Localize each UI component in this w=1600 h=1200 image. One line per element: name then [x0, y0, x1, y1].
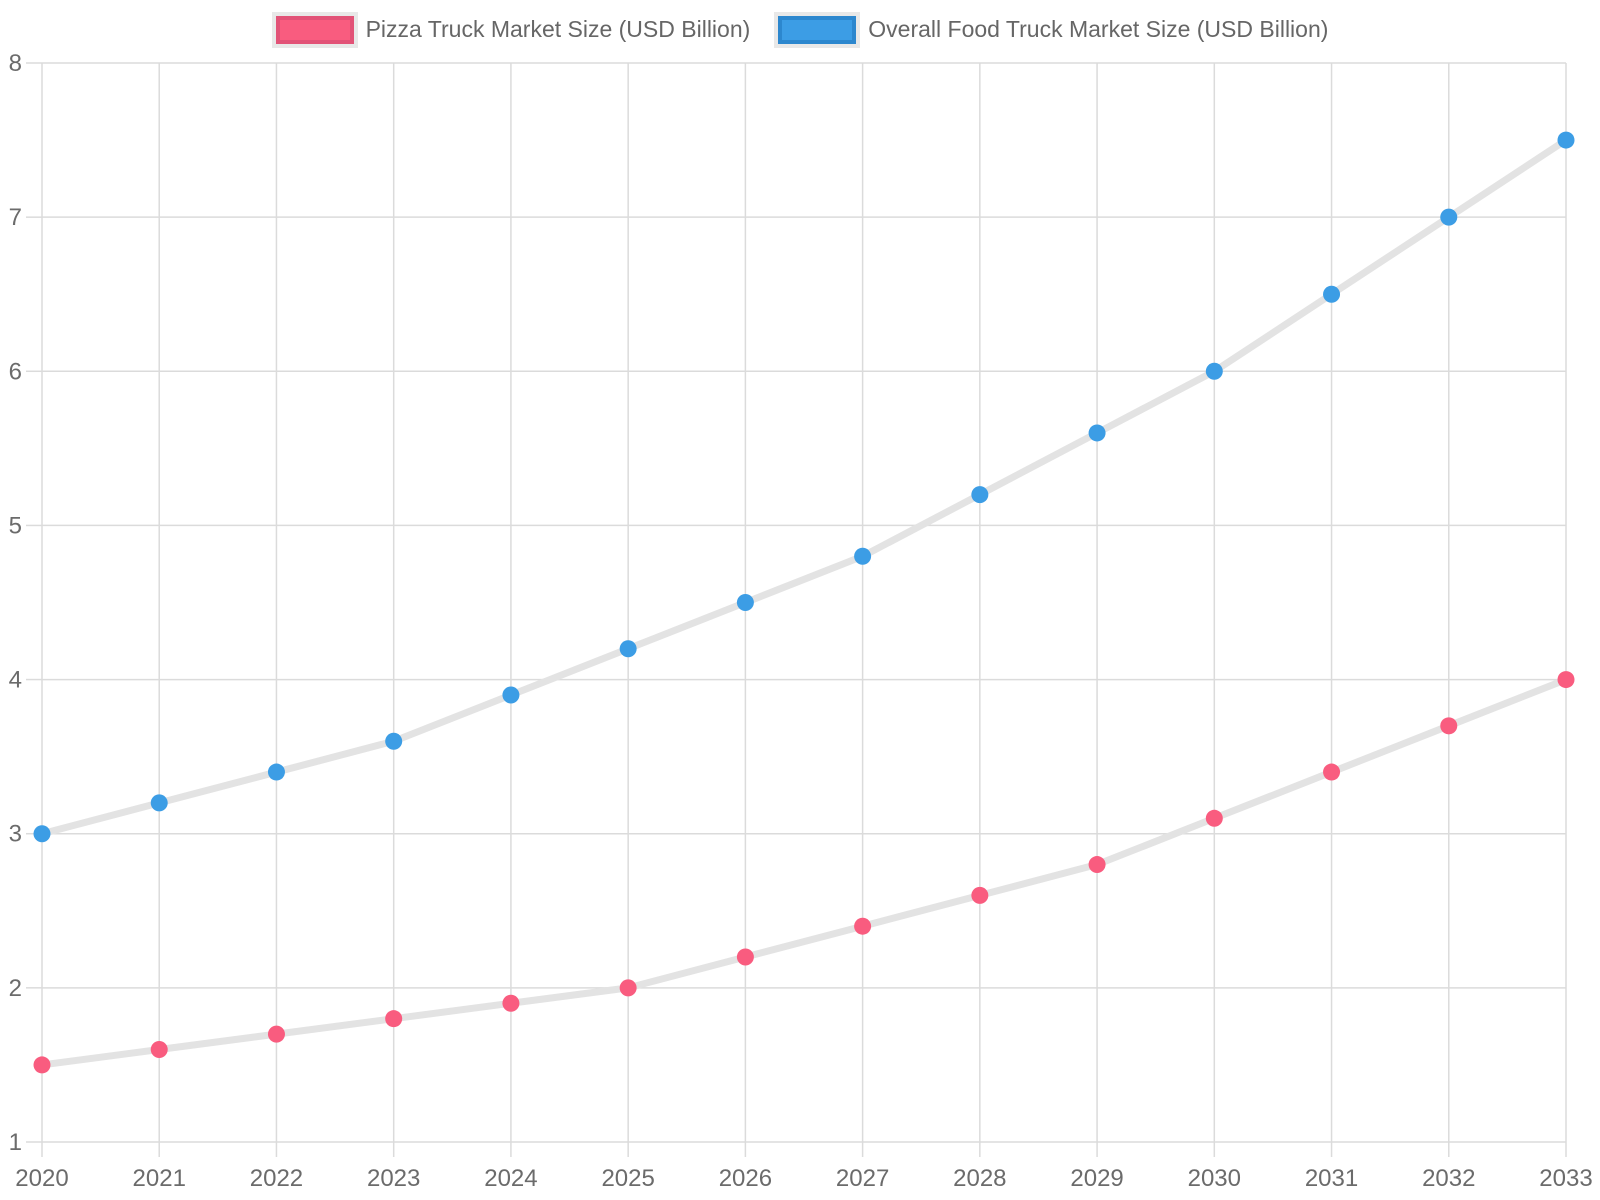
- data-point[interactable]: [267, 1025, 285, 1043]
- data-point[interactable]: [854, 547, 872, 565]
- chart-legend: Pizza Truck Market Size (USD Billion) Ove…: [0, 12, 1600, 48]
- y-axis-tick-label: 6: [9, 358, 22, 385]
- legend-item-label: Overall Food Truck Market Size (USD Bill…: [868, 16, 1329, 43]
- x-axis-tick-label: 2029: [1070, 1165, 1123, 1192]
- data-point[interactable]: [502, 994, 520, 1012]
- x-axis-tick-label: 2023: [367, 1165, 420, 1192]
- data-point[interactable]: [150, 1041, 168, 1059]
- data-point[interactable]: [854, 917, 872, 935]
- data-point[interactable]: [619, 640, 637, 658]
- y-axis-tick-label: 7: [9, 204, 22, 231]
- data-point[interactable]: [1323, 285, 1341, 303]
- data-point[interactable]: [1088, 424, 1106, 442]
- x-axis-tick-label: 2030: [1188, 1165, 1241, 1192]
- x-axis-tick-label: 2021: [133, 1165, 186, 1192]
- y-axis-tick-label: 2: [9, 975, 22, 1002]
- legend-item-0[interactable]: Pizza Truck Market Size (USD Billion): [271, 12, 751, 48]
- data-point[interactable]: [736, 594, 754, 611]
- x-axis-tick-label: 2033: [1539, 1165, 1592, 1192]
- x-axis-tick-label: 2020: [15, 1165, 68, 1192]
- data-point[interactable]: [971, 886, 989, 904]
- data-point[interactable]: [1557, 671, 1575, 689]
- legend-swatch-icon: [271, 12, 358, 48]
- data-point[interactable]: [1088, 856, 1106, 874]
- x-axis-tick-label: 2027: [836, 1165, 889, 1192]
- axis-tick-labels: 1 2 3 4 5 6 7 8 2020 2021 2022 2023 2024 2025 2026 2027…: [9, 50, 1593, 1192]
- legend-item-1[interactable]: Overall Food Truck Market Size (USD Bill…: [774, 12, 1328, 48]
- data-point[interactable]: [1440, 208, 1458, 226]
- x-axis-tick-label: 2031: [1305, 1165, 1358, 1192]
- data-point[interactable]: [150, 794, 168, 812]
- data-point[interactable]: [33, 1056, 51, 1074]
- y-axis-tick-label: 5: [9, 512, 22, 539]
- gridlines: [26, 62, 1567, 1157]
- y-axis-tick-label: 3: [9, 821, 22, 848]
- y-axis-tick-label: 4: [9, 667, 22, 694]
- series-line-1: [38, 136, 1570, 838]
- data-point[interactable]: [502, 686, 520, 704]
- y-axis-tick-label: 8: [9, 50, 22, 77]
- legend-item-label: Pizza Truck Market Size (USD Billion): [365, 16, 751, 43]
- y-axis-tick-label: 1: [9, 1129, 22, 1156]
- series-points-0[interactable]: [33, 671, 1575, 1074]
- data-point[interactable]: [971, 486, 989, 504]
- data-point[interactable]: [1205, 362, 1223, 380]
- data-point[interactable]: [1205, 809, 1223, 827]
- x-axis-tick-label: 2024: [484, 1165, 537, 1192]
- data-point[interactable]: [267, 763, 285, 781]
- series-points-1[interactable]: [33, 131, 1575, 843]
- data-point[interactable]: [385, 732, 403, 750]
- data-point[interactable]: [619, 979, 637, 997]
- x-axis-tick-label: 2028: [953, 1165, 1006, 1192]
- data-point[interactable]: [1440, 717, 1458, 735]
- data-point[interactable]: [1323, 763, 1341, 781]
- data-point[interactable]: [1557, 131, 1575, 149]
- x-axis-tick-label: 2025: [601, 1165, 654, 1192]
- legend-swatch-icon: [774, 12, 861, 48]
- data-point[interactable]: [385, 1010, 403, 1028]
- x-axis-tick-label: 2022: [250, 1165, 303, 1192]
- data-point[interactable]: [33, 825, 51, 843]
- x-axis-tick-label: 2026: [719, 1165, 772, 1192]
- x-axis-tick-label: 2032: [1422, 1165, 1475, 1192]
- series-line-0: [38, 676, 1570, 1069]
- data-point[interactable]: [736, 948, 754, 966]
